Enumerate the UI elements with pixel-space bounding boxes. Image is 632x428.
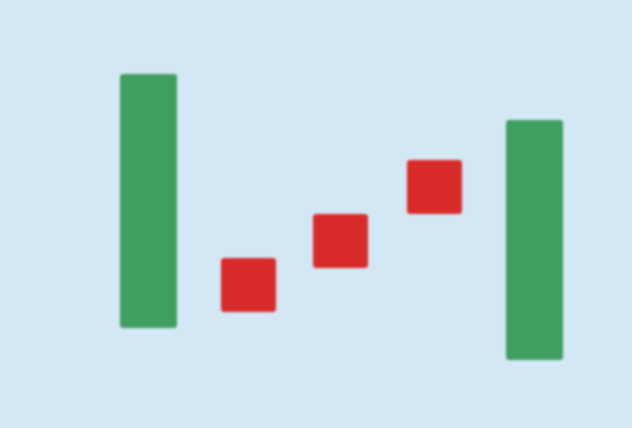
decrease-bar (221, 258, 276, 312)
decrease-bar (407, 160, 462, 214)
total-bar (506, 120, 563, 360)
total-bar (120, 74, 177, 328)
decrease-bar (313, 214, 368, 268)
